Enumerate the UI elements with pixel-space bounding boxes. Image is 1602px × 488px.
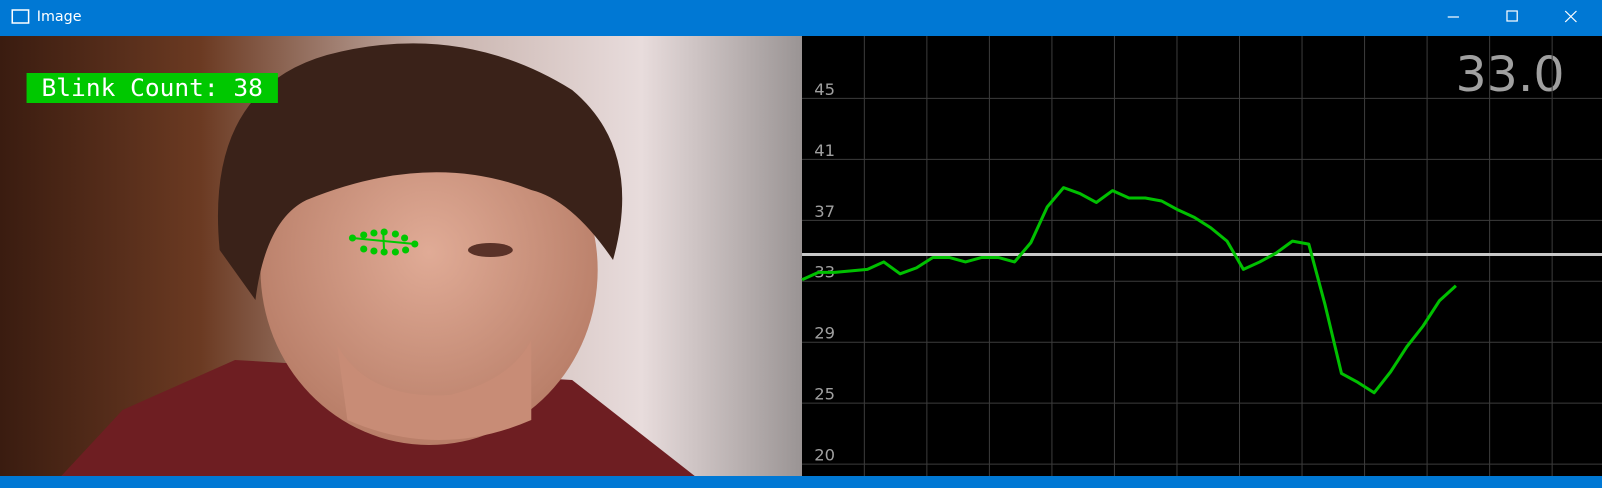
current-value: 33.0	[1455, 47, 1564, 102]
y-tick-label: 20	[814, 446, 835, 465]
blink-count-box	[26, 73, 278, 103]
video-frame: Blink Count: 38	[0, 36, 803, 476]
y-tick-label: 41	[814, 141, 835, 160]
y-tick-label: 37	[814, 202, 835, 221]
window-border	[0, 476, 1602, 488]
chin	[337, 340, 532, 440]
app-icon	[11, 9, 30, 24]
y-tick-label: 25	[814, 385, 835, 404]
window-title: Image	[37, 9, 82, 25]
eye-landmarks	[348, 228, 419, 256]
title-bar	[0, 0, 1602, 36]
hair	[217, 43, 623, 300]
data-line	[801, 186, 1457, 395]
y-tick-label: 29	[814, 324, 835, 343]
blink-count: Blink Count: 38	[42, 73, 263, 102]
close-button[interactable]	[1564, 10, 1577, 23]
eye	[467, 243, 513, 257]
maximize-button[interactable]	[1506, 10, 1518, 22]
y-tick-label: 45	[814, 80, 835, 99]
